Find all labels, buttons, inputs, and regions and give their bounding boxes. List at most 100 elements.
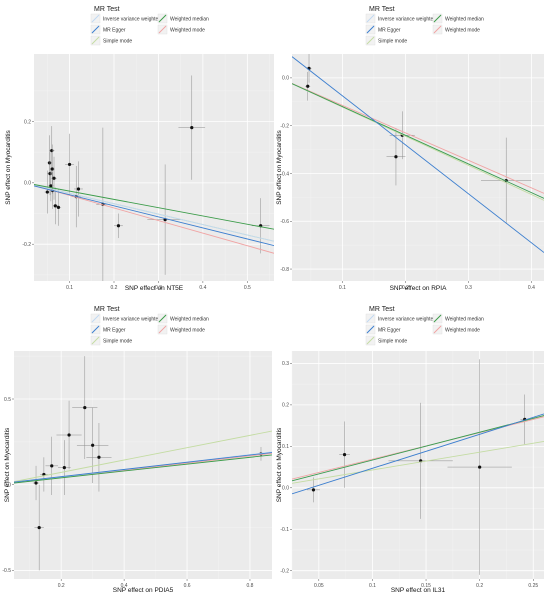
- legend-title: MR Test: [369, 306, 395, 313]
- mr-line-median: [14, 454, 272, 484]
- y-tick-label: 0.0: [24, 181, 31, 187]
- legend-item-median: Weighted median: [157, 13, 209, 24]
- legend-title: MR Test: [94, 6, 120, 13]
- data-point: [447, 359, 512, 575]
- x-axis-label: SNP effect on NT5E: [125, 285, 184, 292]
- data-point: [72, 356, 98, 459]
- legend-item-ivw: Inverse variance weighted: [90, 313, 161, 324]
- legend-item-simple: Simple mode: [365, 335, 407, 346]
- point-marker: [311, 488, 316, 492]
- y-tick-label: -0.2: [22, 242, 31, 248]
- x-tick-label: 0.2: [58, 583, 65, 589]
- y-tick-label: 0.0: [4, 483, 11, 489]
- point-marker: [190, 126, 194, 130]
- chart-panel-2: MR Test Inverse variance weighted MR Egger…: [276, 6, 544, 292]
- legend-key-line: [366, 336, 375, 345]
- y-axis-label: SNP effect on Myocarditis: [276, 129, 283, 204]
- legend-item-egger: MR Egger: [365, 324, 401, 335]
- legend-key-line: [158, 14, 167, 23]
- legend-key-line: [91, 314, 100, 323]
- legend: MR Test Inverse variance weighted MR Egger…: [365, 306, 484, 346]
- y-tick-label: -0.8: [280, 267, 289, 273]
- y-tick-label: 0.2: [282, 403, 289, 409]
- x-tick-label: 0.3: [155, 285, 162, 291]
- x-tick-label: 0.5: [244, 285, 251, 291]
- legend-title: MR Test: [94, 306, 120, 313]
- y-tick-label: -0.5: [2, 568, 11, 574]
- data-point: [178, 75, 206, 180]
- y-tick-label: -0.2: [280, 123, 289, 129]
- mr-line-median: [292, 83, 544, 199]
- x-axis-label: SNP effect on RPIA: [390, 285, 448, 292]
- data-point: [45, 436, 59, 495]
- plot-background: [292, 54, 544, 281]
- legend-label-wmode: Weighted mode: [170, 28, 205, 34]
- plot-background: [14, 351, 272, 579]
- legend-key-line: [91, 14, 100, 23]
- legend-key-line: [366, 25, 375, 34]
- y-axis-label: SNP effect on Myocarditis: [276, 427, 283, 502]
- legend: MR Test Inverse variance weighted MR Egger…: [90, 306, 209, 346]
- legend-key-line: [91, 36, 100, 45]
- legend-label-ivw: Inverse variance weighted: [103, 17, 161, 23]
- y-tick-label: 0.1: [282, 444, 289, 450]
- mr-line-egger: [34, 185, 274, 247]
- legend-item-egger: MR Egger: [90, 24, 126, 35]
- legend-key-line: [366, 36, 375, 45]
- point-marker: [53, 204, 57, 208]
- x-tick-label: 0.6: [184, 583, 191, 589]
- point-marker: [56, 205, 61, 209]
- legend-label-ivw: Inverse variance weighted: [378, 317, 436, 323]
- legend-label-simple: Simple mode: [103, 39, 132, 45]
- legend-item-wmode: Weighted mode: [432, 324, 480, 335]
- x-tick-label: 0.2: [111, 285, 118, 291]
- gridlines: [291, 351, 544, 579]
- legend-label-simple: Simple mode: [378, 339, 407, 345]
- y-tick-label: -0.2: [280, 569, 289, 575]
- chart-panel-4: MR Test Inverse variance weighted MR Egger…: [276, 306, 544, 594]
- y-tick-label: 0.0: [282, 76, 289, 82]
- chart-panel-3: MR Test Inverse variance weighted MR Egger…: [2, 306, 272, 594]
- legend-label-wmode: Weighted mode: [445, 28, 480, 34]
- x-tick-label: 0.1: [369, 583, 376, 589]
- y-tick-label: -0.1: [280, 527, 289, 533]
- gridlines: [34, 54, 274, 281]
- y-tick-label: 0.2: [24, 119, 31, 125]
- legend-label-median: Weighted median: [445, 17, 484, 23]
- plot-background: [292, 351, 544, 579]
- legend-label-egger: MR Egger: [378, 328, 401, 334]
- mr-line-wmode: [292, 82, 544, 194]
- point-marker: [83, 405, 87, 410]
- legend-key-line: [433, 314, 442, 323]
- legend-key-line: [158, 25, 167, 34]
- data-point: [55, 188, 62, 226]
- x-tick-label: 0.2: [402, 285, 409, 291]
- point-marker: [67, 433, 71, 437]
- data-point: [52, 187, 58, 225]
- gridlines: [292, 54, 544, 281]
- mr-lines: [14, 430, 272, 484]
- y-tick-label: -0.6: [280, 219, 289, 225]
- plot-background: [34, 54, 274, 281]
- data-point: [48, 170, 54, 202]
- legend-item-wmode: Weighted mode: [157, 24, 205, 35]
- y-axis-label: SNP effect on Myocarditis: [4, 427, 11, 502]
- mr-line-median: [34, 184, 274, 230]
- point-marker: [306, 84, 310, 88]
- point-marker: [76, 187, 81, 191]
- legend-title: MR Test: [369, 6, 395, 13]
- x-tick-label: 0.4: [121, 583, 128, 589]
- mr-line-egger: [14, 452, 272, 483]
- legend-label-egger: MR Egger: [378, 28, 401, 34]
- legend-item-egger: MR Egger: [365, 24, 401, 35]
- legend-label-wmode: Weighted mode: [170, 328, 205, 334]
- mr-line-simple: [14, 430, 272, 483]
- mr-lines: [292, 413, 544, 495]
- legend-item-wmode: Weighted mode: [157, 324, 205, 335]
- mr-line-wmode: [34, 184, 274, 254]
- mr-line-egger: [292, 413, 544, 495]
- point-marker: [37, 525, 41, 530]
- legend-item-median: Weighted median: [432, 13, 484, 24]
- x-tick-label: 0.4: [528, 285, 535, 291]
- legend-item-median: Weighted median: [432, 313, 484, 324]
